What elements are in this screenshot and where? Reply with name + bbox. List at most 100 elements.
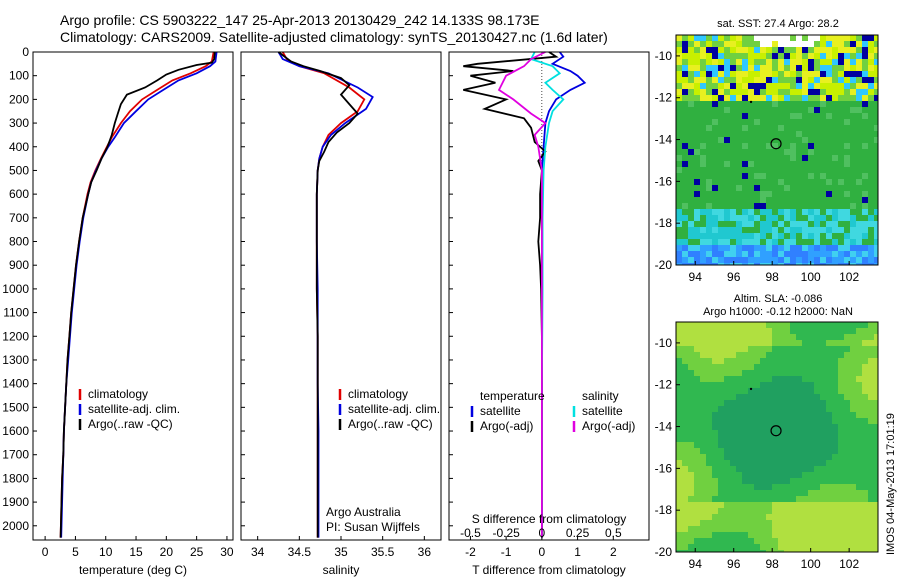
map-cell bbox=[736, 203, 742, 209]
map-cell bbox=[724, 472, 730, 478]
map-cell bbox=[826, 227, 832, 233]
map-cell bbox=[760, 143, 766, 149]
map-cell bbox=[796, 203, 802, 209]
map-cell bbox=[676, 203, 682, 209]
map-cell bbox=[784, 185, 790, 191]
map-cell bbox=[856, 95, 862, 101]
map-cell bbox=[742, 442, 748, 448]
map-cell bbox=[814, 215, 820, 221]
map-cell bbox=[730, 496, 736, 502]
map-cell bbox=[736, 466, 742, 472]
map-cell bbox=[706, 346, 712, 352]
map-cell bbox=[790, 113, 796, 119]
map-cell bbox=[850, 364, 856, 370]
map-cell bbox=[754, 53, 760, 59]
map-cell bbox=[772, 149, 778, 155]
map-cell bbox=[832, 466, 838, 472]
map-cell bbox=[784, 257, 790, 263]
map-cell bbox=[724, 334, 730, 340]
map-cell bbox=[766, 47, 772, 53]
map-cell bbox=[700, 478, 706, 484]
map-cell bbox=[730, 544, 736, 550]
map-cell bbox=[754, 394, 760, 400]
map-cell bbox=[838, 346, 844, 352]
map-cell bbox=[874, 113, 878, 119]
map-cell bbox=[778, 191, 784, 197]
map-cell bbox=[772, 472, 778, 478]
map-cell bbox=[778, 508, 784, 514]
map-cell bbox=[844, 334, 850, 340]
map-cell bbox=[718, 65, 724, 71]
map-cell bbox=[856, 508, 862, 514]
map-cell bbox=[820, 71, 826, 77]
map-cell bbox=[682, 514, 688, 520]
map-cell bbox=[838, 71, 844, 77]
map-cell bbox=[820, 532, 826, 538]
map-cell bbox=[694, 119, 700, 125]
map-cell bbox=[682, 53, 688, 59]
map-cell bbox=[844, 203, 850, 209]
map-cell bbox=[808, 209, 814, 215]
map-cell bbox=[730, 400, 736, 406]
map-cell bbox=[730, 191, 736, 197]
map-cell bbox=[826, 376, 832, 382]
map-cell bbox=[838, 251, 844, 257]
map-cell bbox=[778, 388, 784, 394]
map-cell bbox=[754, 436, 760, 442]
map-cell bbox=[688, 466, 694, 472]
map-cell bbox=[760, 328, 766, 334]
map-cell bbox=[820, 370, 826, 376]
map-cell bbox=[736, 334, 742, 340]
map-cell bbox=[826, 209, 832, 215]
map-cell bbox=[724, 197, 730, 203]
map-cell bbox=[790, 71, 796, 77]
map-cell bbox=[796, 442, 802, 448]
map-cell bbox=[874, 167, 878, 173]
map-cell bbox=[748, 47, 754, 53]
map-cell bbox=[868, 436, 874, 442]
map-cell bbox=[868, 203, 874, 209]
x-tick-label: 35.5 bbox=[371, 545, 395, 559]
map-cell bbox=[676, 113, 682, 119]
map-cell bbox=[796, 197, 802, 203]
map-cell bbox=[778, 382, 784, 388]
map-cell bbox=[784, 83, 790, 89]
map-cell bbox=[724, 496, 730, 502]
map-cell bbox=[838, 328, 844, 334]
map-cell bbox=[868, 472, 874, 478]
map-cell bbox=[718, 191, 724, 197]
map-cell bbox=[778, 376, 784, 382]
map-cell bbox=[772, 257, 778, 263]
map-cell bbox=[808, 454, 814, 460]
map-cell bbox=[844, 400, 850, 406]
map-cell bbox=[778, 394, 784, 400]
map-cell bbox=[838, 550, 844, 552]
map-cell bbox=[682, 496, 688, 502]
map-cell bbox=[712, 143, 718, 149]
map-cell bbox=[688, 526, 694, 532]
map-cell bbox=[778, 41, 784, 47]
map-cell bbox=[832, 59, 838, 65]
map-cell bbox=[754, 185, 760, 191]
map-cell bbox=[814, 245, 820, 251]
map-cell bbox=[850, 89, 856, 95]
map-cell bbox=[682, 179, 688, 185]
map-cell bbox=[694, 245, 700, 251]
map-cell bbox=[700, 394, 706, 400]
map-cell bbox=[850, 460, 856, 466]
map-cell bbox=[826, 53, 832, 59]
map-cell bbox=[796, 514, 802, 520]
map-cell bbox=[868, 245, 874, 251]
map-cell bbox=[826, 418, 832, 424]
map-cell bbox=[814, 59, 820, 65]
y-tick-label: 2000 bbox=[2, 519, 29, 533]
map-cell bbox=[820, 544, 826, 550]
sst-map-title: sat. SST: 27.4 Argo: 28.2 bbox=[717, 18, 839, 30]
map-cell bbox=[766, 388, 772, 394]
map-cell bbox=[850, 77, 856, 83]
map-cell bbox=[754, 370, 760, 376]
map-cell bbox=[808, 496, 814, 502]
map-cell bbox=[850, 227, 856, 233]
map-cell bbox=[868, 394, 874, 400]
